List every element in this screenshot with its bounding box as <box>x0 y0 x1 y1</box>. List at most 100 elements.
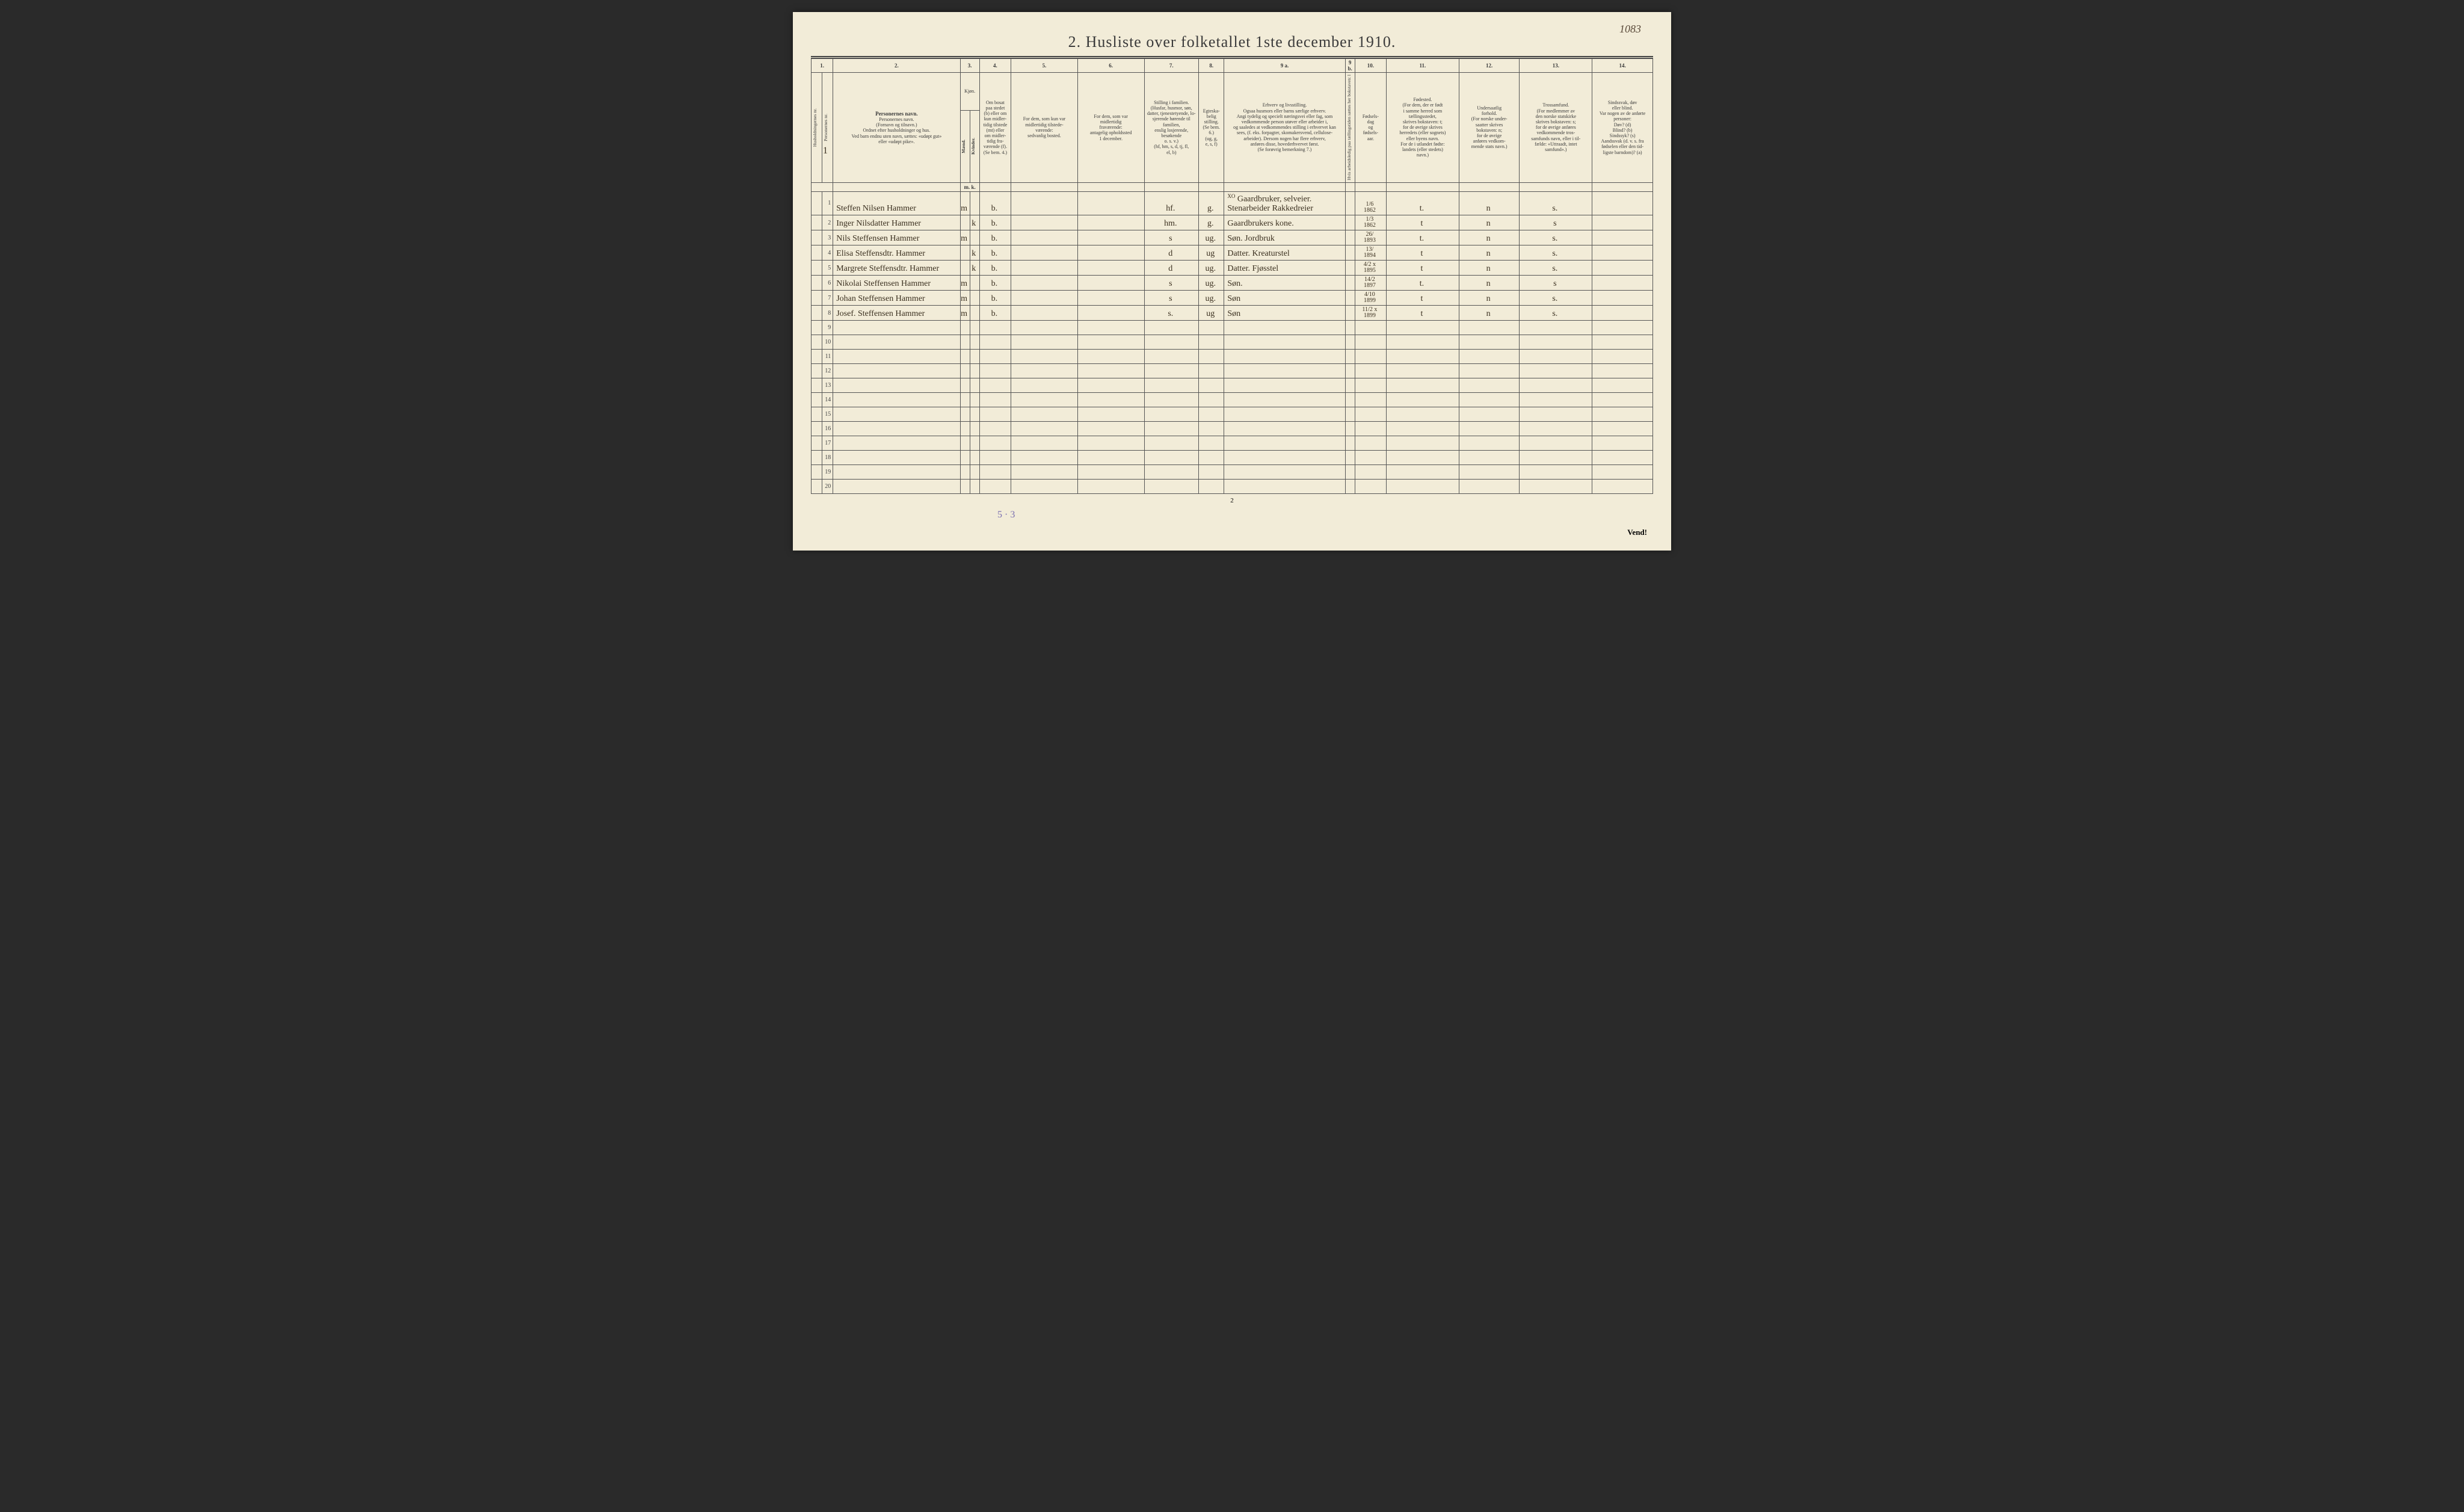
colnum-9b: 9 b. <box>1345 59 1355 73</box>
hdr-citizenship: Undersaatlig forhold. (For norske under-… <box>1459 73 1520 183</box>
mk-label: m. k. <box>960 182 979 191</box>
cell-household <box>812 291 822 306</box>
cell-c5 <box>1011 215 1078 230</box>
cell-person-nr: 6 <box>822 276 833 291</box>
mk-blank1 <box>812 182 833 191</box>
hdr-disability: Sindssvak, døv eller blind. Var nogen av… <box>1592 73 1653 183</box>
cell-name: Nils Steffensen Hammer <box>833 230 960 245</box>
cell-household <box>812 306 822 321</box>
table-row-empty: 10 <box>812 335 1653 350</box>
cell-c8: g. <box>1199 215 1224 230</box>
cell-c8: g. <box>1199 191 1224 215</box>
colnum-row: 1. 2. 3. 4. 5. 6. 7. 8. 9 a. 9 b. 10. 11… <box>812 59 1653 73</box>
cell-name: Nikolai Steffensen Hammer <box>833 276 960 291</box>
cell-c12: n <box>1459 191 1520 215</box>
cell-person-nr: 19 <box>822 465 833 480</box>
pencil-note: 5 · 3 <box>997 510 1015 520</box>
cell-household <box>812 191 822 215</box>
cell-c12: n <box>1459 306 1520 321</box>
household-number: 1 <box>823 146 828 156</box>
page-number-handwritten: 1083 <box>1619 23 1641 35</box>
table-row-empty: 13 <box>812 378 1653 393</box>
cell-c14 <box>1592 261 1653 276</box>
cell-c13: s. <box>1520 191 1592 215</box>
cell-k <box>970 276 979 291</box>
cell-m: m <box>960 291 970 306</box>
cell-name: Johan Steffensen Hammer <box>833 291 960 306</box>
table-row-empty: 11 <box>812 350 1653 364</box>
cell-c6 <box>1077 291 1144 306</box>
vend-label: Vend! <box>1627 528 1647 537</box>
table-body: 1Steffen Nilsen Hammermb.hf.g.XO Gaardbr… <box>812 191 1653 494</box>
cell-c14 <box>1592 291 1653 306</box>
cell-name: Josef. Steffensen Hammer <box>833 306 960 321</box>
census-page: 1083 2. Husliste over folketallet 1ste d… <box>793 12 1671 551</box>
hdr-female: Kvinder. <box>970 110 979 182</box>
cell-b: b. <box>979 306 1011 321</box>
cell-c12: n <box>1459 291 1520 306</box>
cell-b: b. <box>979 191 1011 215</box>
cell-person-nr: 12 <box>822 364 833 378</box>
cell-c7: hf. <box>1144 191 1199 215</box>
hdr-marital: Egteska- belig stilling. (Se bem. 6.) (u… <box>1199 73 1224 183</box>
cell-m <box>960 245 970 261</box>
cell-c5 <box>1011 291 1078 306</box>
cell-c6 <box>1077 245 1144 261</box>
cell-person-nr: 20 <box>822 480 833 494</box>
cell-person-nr: 3 <box>822 230 833 245</box>
cell-c11: t <box>1387 306 1459 321</box>
cell-c13: s <box>1520 276 1592 291</box>
colnum-11: 11. <box>1387 59 1459 73</box>
cell-c10: 4/2 x 1895 <box>1355 261 1386 276</box>
cell-name: Margrete Steffensdtr. Hammer <box>833 261 960 276</box>
cell-c11: t. <box>1387 230 1459 245</box>
cell-m <box>960 261 970 276</box>
cell-b: b. <box>979 215 1011 230</box>
cell-household <box>812 276 822 291</box>
cell-c9b <box>1345 291 1355 306</box>
table-row-empty: 15 <box>812 407 1653 422</box>
cell-c9a: Søn. <box>1224 276 1345 291</box>
cell-c9b <box>1345 230 1355 245</box>
cell-person-nr: 14 <box>822 393 833 407</box>
cell-c13: s. <box>1520 291 1592 306</box>
cell-household <box>812 215 822 230</box>
cell-c6 <box>1077 191 1144 215</box>
footer-page-number: 2 <box>811 497 1653 504</box>
cell-c8: ug. <box>1199 230 1224 245</box>
cell-c14 <box>1592 245 1653 261</box>
cell-c8: ug. <box>1199 291 1224 306</box>
cell-c11: t <box>1387 261 1459 276</box>
table-row: 2Inger Nilsdatter Hammerkb.hm.g.Gaardbru… <box>812 215 1653 230</box>
colnum-2: 2. <box>833 59 960 73</box>
cell-m <box>960 215 970 230</box>
cell-c11: t <box>1387 245 1459 261</box>
cell-person-nr: 4 <box>822 245 833 261</box>
cell-person-nr: 15 <box>822 407 833 422</box>
cell-person-nr: 16 <box>822 422 833 436</box>
cell-person-nr: 8 <box>822 306 833 321</box>
cell-c9b <box>1345 276 1355 291</box>
cell-person-nr: 2 <box>822 215 833 230</box>
cell-c9a: Søn. Jordbruk <box>1224 230 1345 245</box>
hdr-person-nr: Personernes nr. <box>822 73 833 183</box>
cell-m: m <box>960 306 970 321</box>
cell-person-nr: 17 <box>822 436 833 451</box>
table-row: 4Elisa Steffensdtr. Hammerkb.dugDatter. … <box>812 245 1653 261</box>
cell-c12: n <box>1459 245 1520 261</box>
cell-c14 <box>1592 191 1653 215</box>
cell-c7: hm. <box>1144 215 1199 230</box>
cell-c14 <box>1592 306 1653 321</box>
hdr-religion: Trossamfund. (For medlemmer av den norsk… <box>1520 73 1592 183</box>
cell-household <box>812 245 822 261</box>
table-row-empty: 12 <box>812 364 1653 378</box>
cell-c9b <box>1345 261 1355 276</box>
cell-c10: 11/2 x 1899 <box>1355 306 1386 321</box>
cell-c7: d <box>1144 261 1199 276</box>
table-row: 8Josef. Steffensen Hammermb.s.ugSøn11/2 … <box>812 306 1653 321</box>
cell-c10: 14/2 1897 <box>1355 276 1386 291</box>
cell-b: b. <box>979 261 1011 276</box>
cell-c6 <box>1077 230 1144 245</box>
cell-c10: 1/6 1862 <box>1355 191 1386 215</box>
cell-k <box>970 291 979 306</box>
